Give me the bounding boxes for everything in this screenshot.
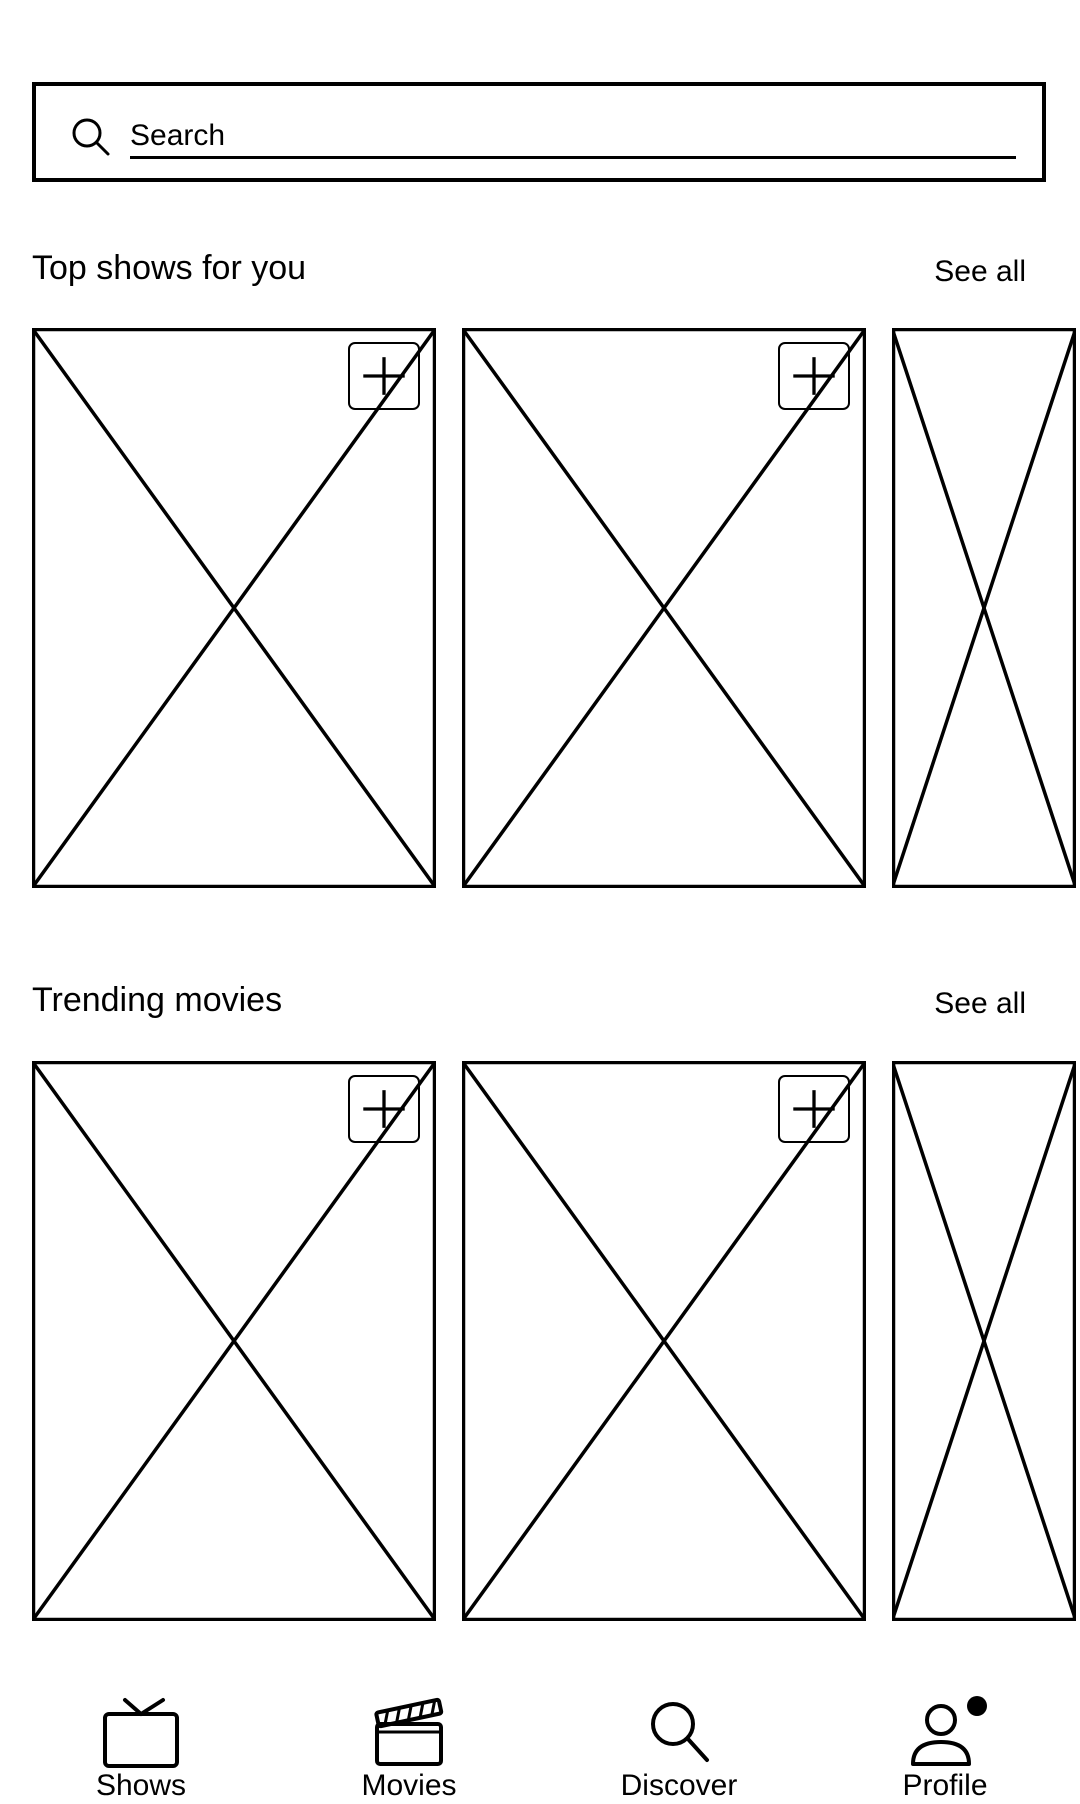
show-card[interactable] (462, 328, 866, 888)
tv-icon (103, 1698, 179, 1768)
nav-label: Shows (95, 1769, 187, 1802)
add-to-list-button[interactable] (778, 1075, 850, 1143)
image-placeholder (32, 328, 436, 888)
nav-item-profile[interactable]: Profile (845, 1680, 1045, 1802)
search-icon (72, 118, 110, 156)
plus-icon (363, 357, 405, 395)
plus-icon (793, 1090, 835, 1128)
user-icon (911, 1696, 987, 1766)
search-bar[interactable] (32, 82, 1046, 182)
nav-item-discover[interactable]: Discover (579, 1680, 779, 1802)
nav-item-movies[interactable]: Movies (309, 1680, 509, 1802)
image-placeholder (892, 328, 1076, 888)
image-placeholder (892, 1061, 1076, 1621)
nav-label: Movies (361, 1769, 457, 1802)
add-to-list-button[interactable] (348, 1075, 420, 1143)
movie-card[interactable] (892, 1061, 1076, 1621)
image-placeholder (462, 1061, 866, 1621)
search-icon (651, 1702, 709, 1762)
image-placeholder (32, 1061, 436, 1621)
add-to-list-button[interactable] (348, 342, 420, 410)
see-all-link[interactable]: See all (934, 255, 1026, 288)
add-to-list-button[interactable] (778, 342, 850, 410)
section-title-top-shows: Top shows for you (32, 249, 307, 287)
image-placeholder (462, 328, 866, 888)
show-card[interactable] (892, 328, 1076, 888)
section-title-trending-movies: Trending movies (32, 981, 283, 1019)
plus-icon (793, 357, 835, 395)
top-shows-carousel[interactable] (0, 328, 1080, 888)
bottom-nav: Shows Movies Discover (0, 1680, 1080, 1802)
search-input[interactable] (130, 116, 1016, 159)
movie-card[interactable] (32, 1061, 436, 1621)
nav-label: Profile (902, 1769, 988, 1802)
trending-movies-carousel[interactable] (0, 1061, 1080, 1621)
movie-card[interactable] (462, 1061, 866, 1621)
show-card[interactable] (32, 328, 436, 888)
clapperboard-icon (374, 1697, 444, 1766)
see-all-link[interactable]: See all (934, 987, 1026, 1020)
plus-icon (363, 1090, 405, 1128)
notification-dot (967, 1696, 987, 1716)
nav-item-shows[interactable]: Shows (41, 1680, 241, 1802)
nav-label: Discover (620, 1769, 738, 1802)
